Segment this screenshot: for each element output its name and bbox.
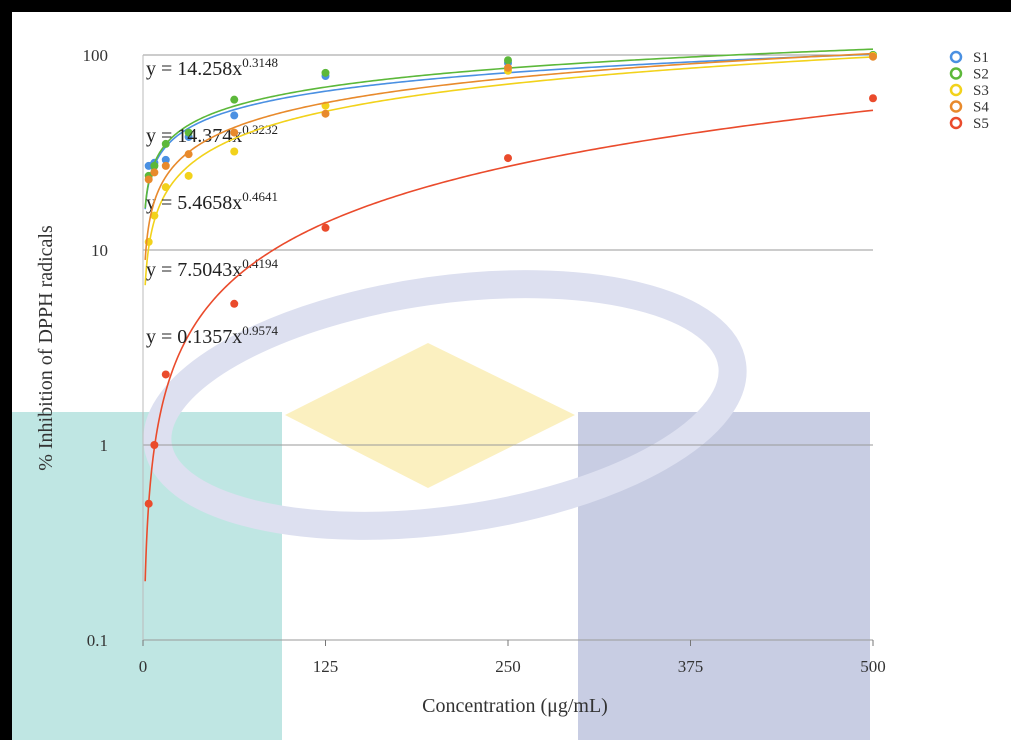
data-point [161,183,170,192]
plot-area: 0.1 1 10 100 0 125 250 375 500 y = 14.258x0.3148 S… [83,46,990,676]
x-tick-label: 0 [139,657,148,676]
x-tick-label: 250 [495,657,521,676]
trendline-equation: y = 14.258x0.3148 [146,55,278,80]
data-point [150,161,159,170]
data-point [321,68,330,77]
trendline-equation: y = 5.4658x0.4641 [146,189,278,214]
y-tick-label: 10 [91,241,108,260]
legend-marker [949,67,963,80]
legend-marker [949,83,963,97]
equation-text: y = 0.1357x [146,326,242,348]
data-point [230,95,239,104]
y-tick-label: 100 [83,46,109,65]
data-point [184,128,193,137]
data-point [869,94,877,103]
data-point [504,154,512,163]
data-point [184,150,193,159]
legend-marker [949,100,963,113]
equation-exponent: 0.3148 [242,55,278,70]
data-point [869,52,877,61]
legend-label: S1 [973,50,989,66]
data-point [161,139,170,148]
legend-label: S2 [973,67,989,83]
trendline-equation: y = 0.1357x0.9574 [146,323,279,348]
x-tick-label: 375 [678,657,704,676]
legend-marker [949,116,963,130]
watermark-diamond [285,343,575,488]
equation-text: y = 7.5043x [146,259,242,281]
watermark-teal [12,412,282,740]
data-point [230,111,239,120]
equation-text: y = 14.374x [146,125,242,147]
trendline-equation: y = 7.5043x0.4194 [146,256,279,281]
data-point [161,370,170,379]
frame-top [0,0,1011,12]
y-tick-label: 1 [100,436,109,455]
x-tick-label: 125 [313,657,339,676]
trendline [144,56,874,286]
equation-exponent: 0.4641 [242,189,278,204]
equation-exponent: 0.4194 [242,256,278,271]
data-point [150,211,159,220]
legend-marker [949,50,963,64]
x-axis-title: Concentration (μg/mL) [422,695,608,717]
data-point [321,223,330,232]
data-point [150,441,159,449]
equation-exponent: 0.9574 [242,323,278,338]
data-point [230,299,239,308]
data-point [144,499,153,508]
trendline [144,52,874,260]
data-point [161,155,170,164]
y-axis-title: % Inhibition of DPPH radicals [35,225,57,471]
data-point [144,175,153,184]
legend-label: S5 [973,116,989,132]
frame-left [0,0,12,740]
legend-label: S4 [973,100,989,116]
equation-text: y = 5.4658x [146,192,242,214]
data-point [161,161,170,170]
data-point [184,171,193,180]
trendline-equation: y = 14.374x0.3232 [146,122,278,147]
x-tick-label: 500 [860,657,886,676]
data-point [504,63,512,72]
equation-text: y = 14.258x [146,58,242,80]
data-point [150,168,159,177]
data-point [504,56,512,65]
data-point [230,147,239,156]
y-tick-label: 0.1 [87,631,108,650]
data-point [321,109,330,118]
trendline [144,109,874,582]
legend-label: S3 [973,83,989,99]
data-point [230,128,239,137]
